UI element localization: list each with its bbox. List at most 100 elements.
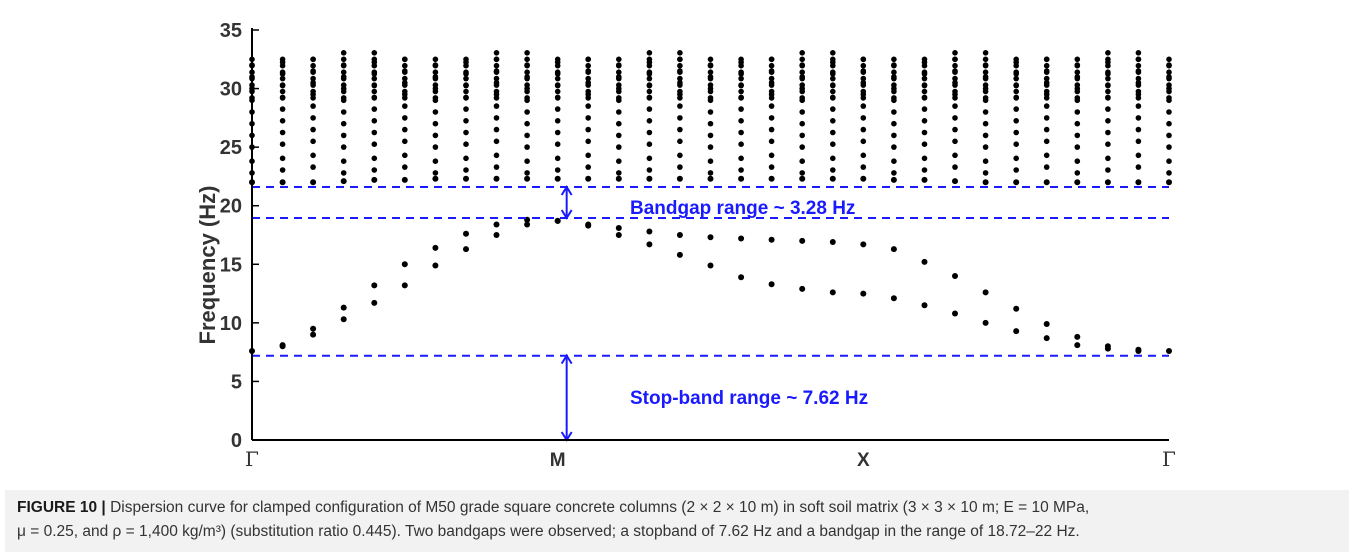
upper-band-point [524,109,530,115]
upper-band-point [982,144,989,150]
figure-label: FIGURE 10 [17,499,98,516]
upper-band-point [463,56,469,63]
upper-band-point [891,109,897,115]
upper-band-point [646,118,653,124]
upper-band-point [891,95,897,101]
upper-band-point [921,69,928,75]
upper-band-point [432,95,439,101]
data-point-series-1 [707,262,714,269]
upper-band-point [310,103,316,109]
y-tick-label: 25 [220,137,242,159]
upper-band-point [1105,88,1111,95]
upper-band-point [982,56,989,63]
data-point-series-3 [646,175,653,182]
data-point-series-1 [646,241,653,248]
upper-band-point [554,75,561,82]
upper-band-point [1105,75,1111,82]
data-point-series-2 [982,289,989,296]
data-point-series-1 [463,246,469,253]
upper-band-point [952,56,958,63]
upper-band-point [677,62,683,69]
upper-band-point [891,144,897,150]
data-point-series-3 [310,179,317,186]
upper-band-point [493,164,500,170]
caption-text-1: Dispersion curve for clamped configurati… [110,499,1090,516]
data-point-series-3 [860,175,867,182]
upper-band-point [463,129,469,136]
upper-band-point [371,82,378,88]
upper-band-point [585,56,591,63]
upper-band-point [402,62,408,69]
upper-band-point [554,118,561,124]
upper-band-point [646,88,653,95]
upper-band-point [554,106,561,112]
upper-band-point [463,88,469,95]
upper-band-point [463,95,469,101]
upper-band-point [279,141,286,147]
upper-band-point [585,95,591,101]
upper-band-point [707,158,714,164]
x-tick-label: M [550,450,566,471]
upper-band-point [463,62,469,69]
data-point-series-3 [738,175,745,182]
upper-band-point [340,120,347,127]
upper-band-point [585,69,591,75]
upper-band-point [402,82,408,88]
data-point-series-2 [279,342,286,349]
upper-band-point [677,115,683,121]
upper-band-point [982,82,989,88]
upper-band-point [432,88,439,95]
upper-band-point [768,88,775,95]
upper-band-point [1074,69,1081,75]
upper-band-point [952,138,958,145]
upper-band-point [768,56,775,63]
y-tick-label: 35 [220,20,242,42]
upper-band-point [830,69,836,75]
data-point-series-3 [1104,179,1111,186]
upper-band-point [768,138,775,145]
upper-band-point [952,82,958,88]
upper-band-point [921,155,928,162]
figure-separator: | [101,499,106,516]
upper-band-point [982,62,989,69]
upper-band-point [432,82,439,88]
data-point-series-2 [1043,321,1050,327]
upper-band-point [982,109,989,115]
upper-band-point [1135,95,1142,101]
upper-band-point [493,62,500,69]
upper-band-point [677,103,683,109]
upper-band-point [402,88,408,95]
upper-band-point [982,132,989,139]
upper-band-point [1074,170,1081,176]
upper-band-point [1135,164,1142,170]
upper-band-point [646,141,653,147]
upper-band-point [554,95,561,101]
upper-band-point [402,152,408,159]
upper-band-point [646,69,653,75]
upper-band-point [402,95,408,101]
upper-band-point [921,141,928,147]
upper-band-point [738,167,744,173]
upper-band-point [463,167,469,173]
upper-band-point [799,75,805,82]
upper-band-point [340,69,347,75]
upper-band-point [982,88,989,95]
upper-band-point [310,126,316,133]
upper-band-point [707,88,714,95]
data-point-series-3 [401,176,408,183]
upper-band-point [1105,56,1111,63]
data-point-series-2 [646,228,653,235]
upper-band-point [1135,138,1142,145]
upper-band-point [524,132,530,139]
upper-band-point [738,129,744,136]
upper-band-point [982,158,989,164]
upper-band-point [463,106,469,112]
data-point-series-1 [676,251,683,258]
upper-band-point [310,62,316,69]
upper-band-point [860,75,867,82]
upper-band-point [1105,141,1111,147]
data-point-series-1 [1166,348,1172,354]
upper-band-point [646,82,653,88]
upper-band-point [891,132,897,139]
upper-band-point [677,82,683,88]
